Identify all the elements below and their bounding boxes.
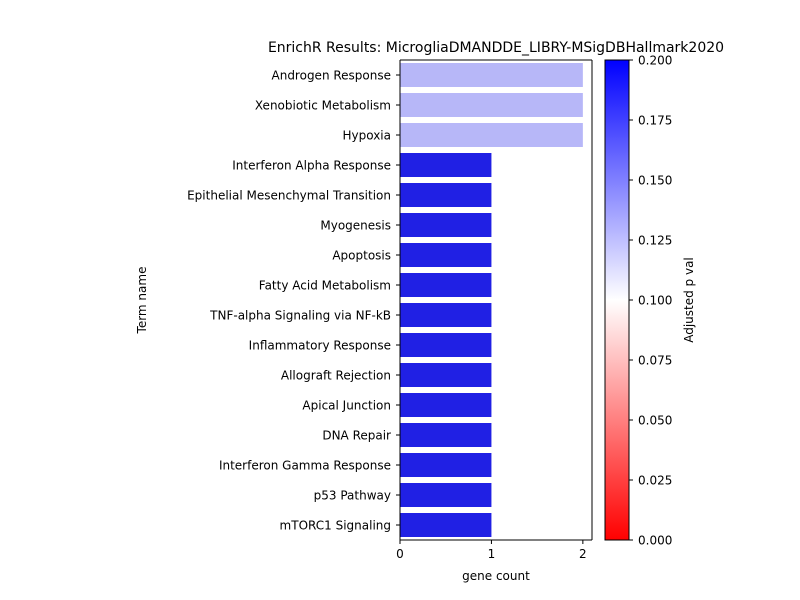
bar [400, 363, 492, 387]
colorbar-tick-label: 0.150 [638, 174, 672, 188]
x-tick-label: 1 [488, 547, 496, 561]
term-label: Apical Junction [302, 399, 391, 413]
bar [400, 183, 492, 207]
bar [400, 333, 492, 357]
term-label: Allograft Rejection [281, 369, 391, 383]
chart-title: EnrichR Results: MicrogliaDMANDDE_LIBRY-… [268, 40, 724, 56]
bar [400, 513, 492, 537]
term-label: Interferon Gamma Response [219, 459, 391, 473]
colorbar-tick-label: 0.200 [638, 54, 672, 68]
colorbar-tick-label: 0.000 [638, 534, 672, 548]
bar [400, 243, 492, 267]
bar-group [400, 63, 583, 537]
bar [400, 423, 492, 447]
term-label: Xenobiotic Metabolism [255, 99, 391, 113]
bar [400, 213, 492, 237]
term-label: DNA Repair [322, 429, 391, 443]
term-label: Interferon Alpha Response [232, 159, 391, 173]
bar [400, 153, 492, 177]
x-axis-label: gene count [462, 569, 530, 583]
colorbar-tick-label: 0.175 [638, 114, 672, 128]
colorbar-ticks: 0.000 0.025 0.050 0.075 0.100 0.125 0.150 0.175… [629, 54, 672, 548]
y-ticks [396, 74, 400, 526]
term-label: Apoptosis [332, 249, 391, 263]
bar [400, 483, 492, 507]
bar [400, 123, 583, 147]
term-label: Fatty Acid Metabolism [259, 279, 391, 293]
term-label: TNF-alpha Signaling via NF-kB [209, 309, 391, 323]
bar [400, 393, 492, 417]
term-label: mTORC1 Signaling [280, 519, 391, 533]
colorbar-tick-label: 0.025 [638, 474, 672, 488]
term-label: Androgen Response [272, 69, 392, 83]
y-axis-label: Term name [135, 267, 149, 335]
x-tick-label: 2 [579, 547, 587, 561]
bar [400, 303, 492, 327]
term-label: Epithelial Mesenchymal Transition [187, 189, 391, 203]
bar [400, 453, 492, 477]
term-label: p53 Pathway [314, 489, 391, 503]
colorbar-tick-label: 0.075 [638, 354, 672, 368]
bar [400, 273, 492, 297]
colorbar-tick-label: 0.125 [638, 234, 672, 248]
bar [400, 63, 583, 87]
bar [400, 93, 583, 117]
colorbar-tick-label: 0.050 [638, 414, 672, 428]
term-label: Hypoxia [342, 129, 391, 143]
x-tick-label: 0 [396, 547, 404, 561]
colorbar-tick-label: 0.100 [638, 294, 672, 308]
x-ticks: 0 1 2 [396, 540, 587, 561]
term-label: Myogenesis [320, 219, 391, 233]
term-label: Inflammatory Response [249, 339, 391, 353]
colorbar [604, 59, 630, 541]
colorbar-label: Adjusted p val [682, 257, 696, 343]
term-labels: Androgen Response Xenobiotic Metabolism Hy… [187, 69, 391, 533]
